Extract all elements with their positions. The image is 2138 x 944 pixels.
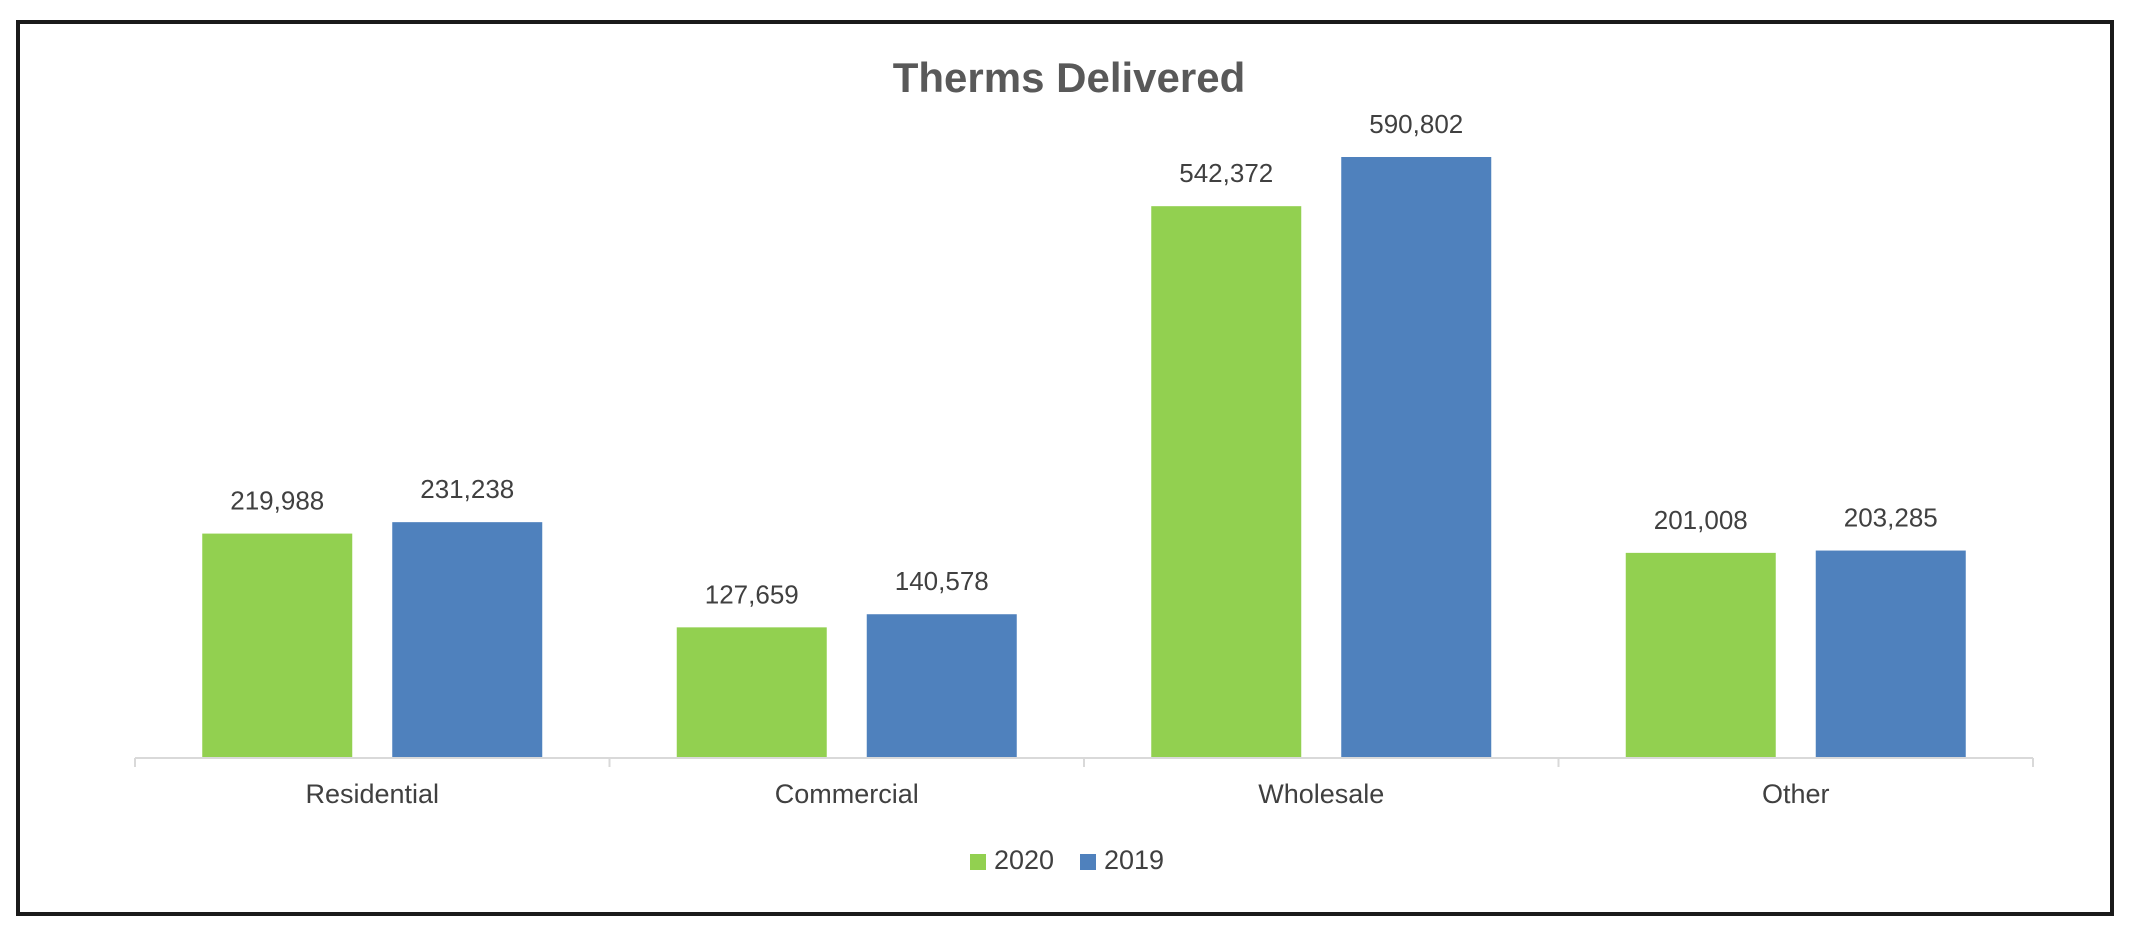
bar-2019-other (1815, 550, 1966, 757)
plot-area: 219,988 231,238 Residential 127,659 140,578 C… (134, 109, 2034, 809)
legend-label-2020: 2020 (994, 845, 1054, 875)
bar-2020-wholesale (1151, 206, 1302, 758)
data-label-2019-residential: 231,238 (420, 474, 514, 504)
chart-title: Therms Delivered (893, 54, 1246, 101)
data-label-2020-commercial: 127,659 (705, 579, 799, 609)
bar-2020-commercial (676, 627, 827, 757)
bar-2019-residential (392, 522, 543, 757)
x-tick-label-other: Other (1762, 779, 1830, 809)
bar-2019-commercial (866, 614, 1017, 757)
bar-2020-residential (202, 533, 353, 757)
data-label-2019-other: 203,285 (1844, 503, 1938, 533)
chart-frame (16, 20, 2114, 916)
legend-label-2019: 2019 (1104, 845, 1164, 875)
legend-swatch-2019 (1080, 854, 1096, 870)
x-tick-label-wholesale: Wholesale (1258, 779, 1384, 809)
data-label-2019-wholesale: 590,802 (1369, 109, 1463, 139)
data-label-2019-commercial: 140,578 (895, 566, 989, 596)
data-label-2020-other: 201,008 (1654, 505, 1748, 535)
bar-2020-other (1625, 552, 1776, 757)
data-label-2020-wholesale: 542,372 (1179, 158, 1273, 188)
x-tick-label-commercial: Commercial (775, 779, 919, 809)
x-tick-label-residential: Residential (305, 779, 439, 809)
legend-swatch-2020 (970, 854, 986, 870)
data-label-2020-residential: 219,988 (230, 486, 324, 516)
bar-2019-wholesale (1341, 157, 1492, 757)
legend: 2020 2019 (970, 845, 1164, 875)
